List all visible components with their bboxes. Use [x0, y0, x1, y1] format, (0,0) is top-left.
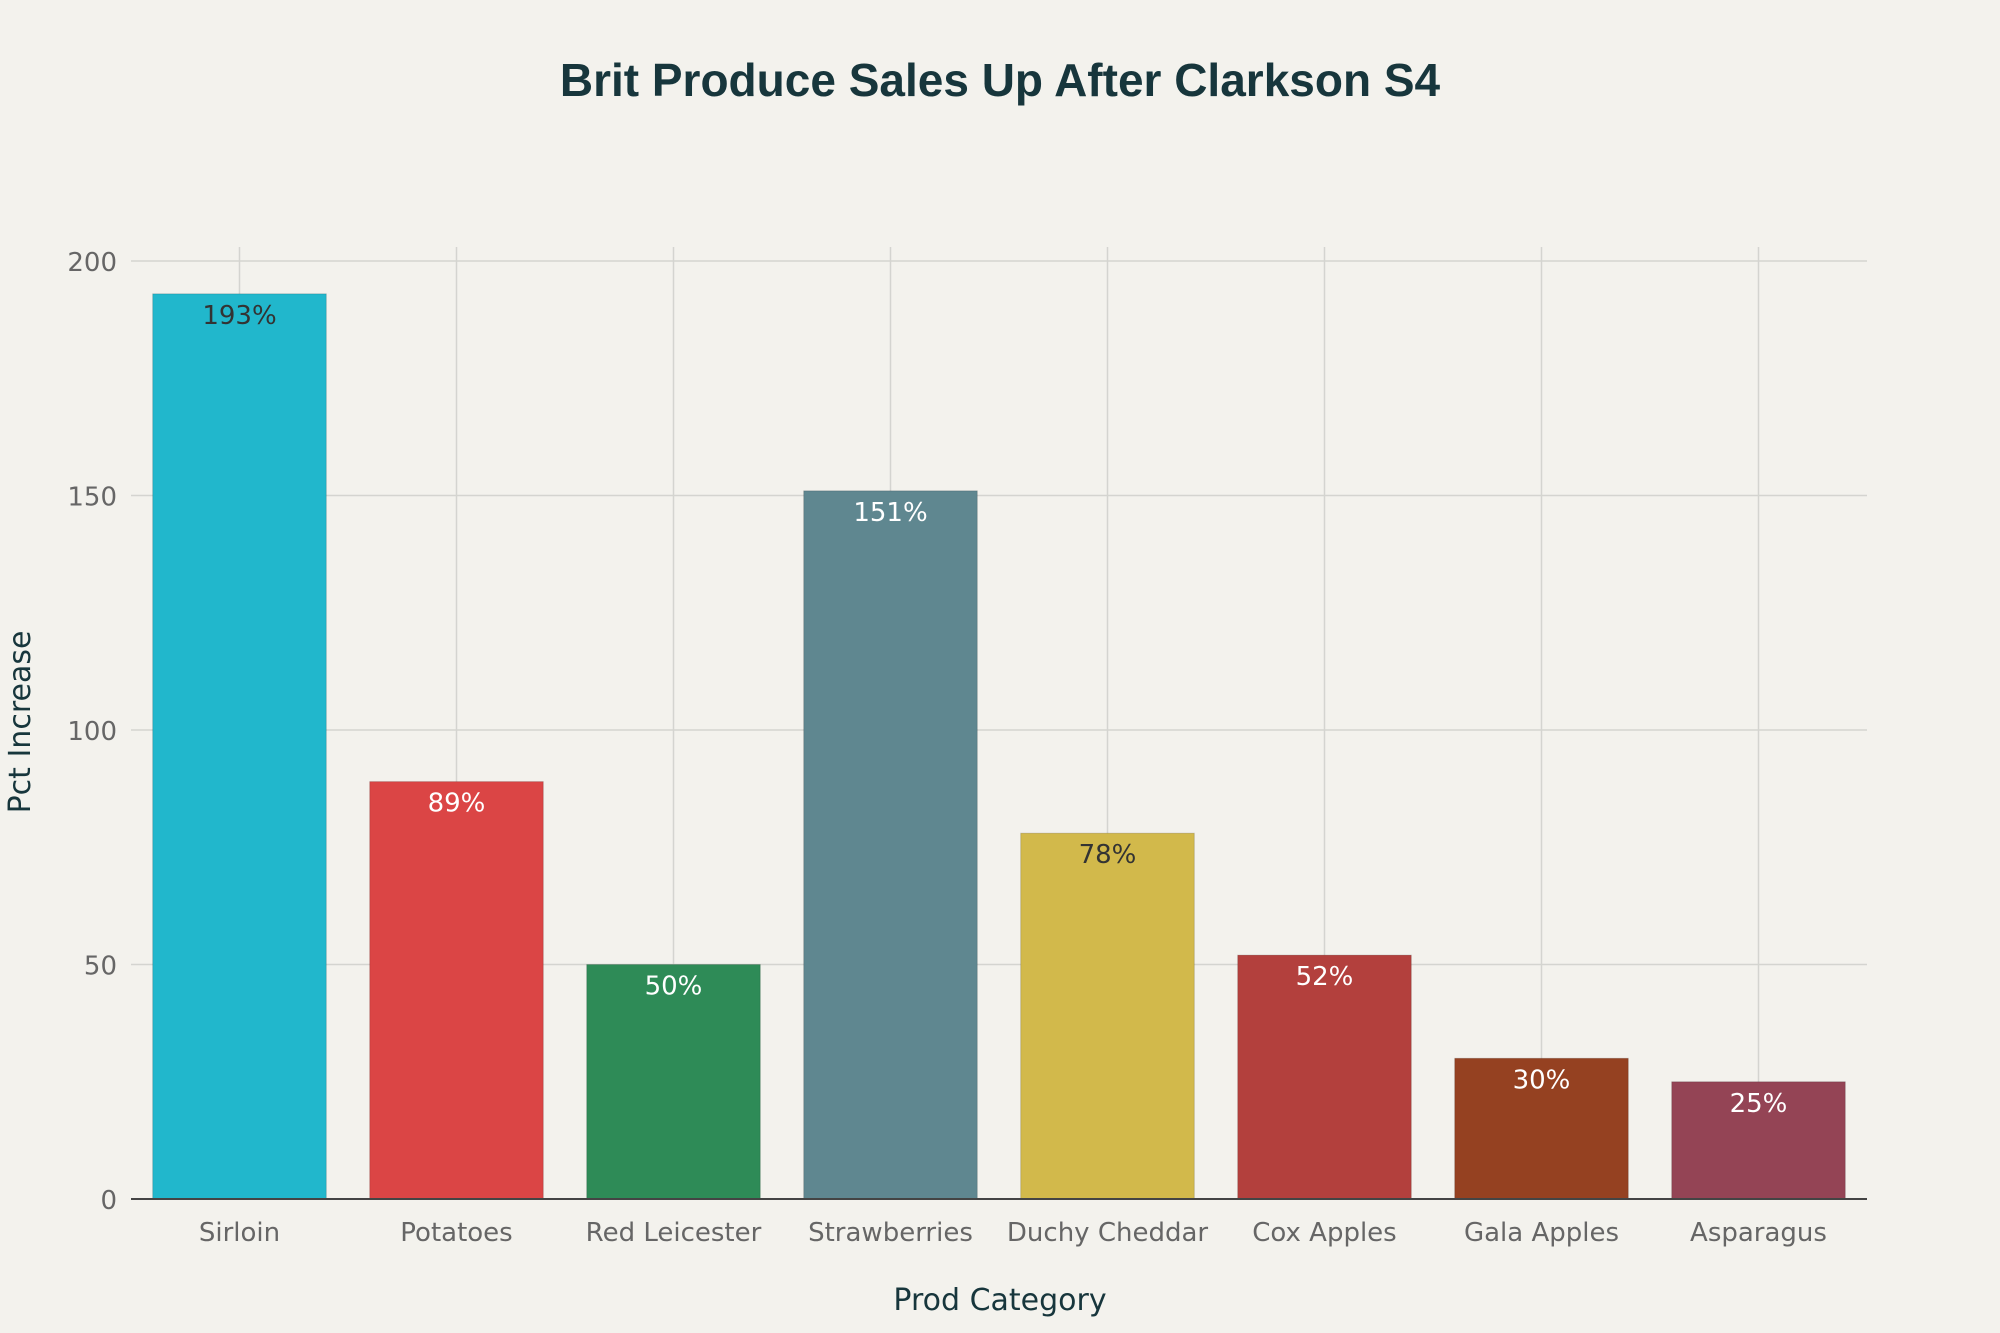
- y-tick-label: 100: [67, 717, 117, 747]
- x-tick-label: Asparagus: [1690, 1218, 1827, 1248]
- x-tick-label: Potatoes: [400, 1218, 512, 1248]
- x-tick-label: Gala Apples: [1464, 1218, 1619, 1248]
- bar-labels: 193% 89% 50% 151% 78% 52% 30% 25%: [202, 301, 1787, 1119]
- bar-data-label: 25%: [1730, 1089, 1788, 1119]
- x-tick-label: Red Leicester: [586, 1218, 762, 1248]
- y-tick-label: 50: [84, 952, 117, 982]
- bar-data-label: 52%: [1296, 962, 1354, 992]
- bar-data-label: 50%: [645, 972, 703, 1002]
- x-axis-ticks: Sirloin Potatoes Red Leicester Strawberries…: [199, 1218, 1827, 1248]
- y-axis-ticks: 0 50 100 150 200: [67, 248, 117, 1216]
- y-axis-title: Pct Increase: [3, 631, 38, 814]
- bar-data-label: 89%: [428, 789, 486, 819]
- bar: [369, 781, 544, 1200]
- bar-data-label: 193%: [202, 301, 276, 331]
- y-tick-label: 150: [67, 483, 117, 513]
- x-tick-label: Strawberries: [808, 1218, 973, 1248]
- bar: [1020, 832, 1195, 1200]
- bar: [1454, 1057, 1629, 1200]
- y-tick-label: 0: [100, 1186, 117, 1216]
- bar: [1671, 1081, 1846, 1200]
- bar: [1237, 954, 1412, 1200]
- bar-data-label: 151%: [853, 498, 927, 528]
- bar: [586, 964, 761, 1200]
- x-axis-title: Prod Category: [893, 1283, 1106, 1318]
- bar: [803, 490, 978, 1200]
- bars: [152, 293, 1846, 1200]
- chart-title: Brit Produce Sales Up After Clarkson S4: [560, 54, 1441, 106]
- x-tick-label: Duchy Cheddar: [1007, 1218, 1208, 1248]
- x-tick-label: Sirloin: [199, 1218, 280, 1248]
- bar: [152, 293, 327, 1200]
- bar-data-label: 30%: [1513, 1065, 1571, 1095]
- y-tick-label: 200: [67, 248, 117, 278]
- bar-data-label: 78%: [1079, 840, 1137, 870]
- x-tick-label: Cox Apples: [1252, 1218, 1396, 1248]
